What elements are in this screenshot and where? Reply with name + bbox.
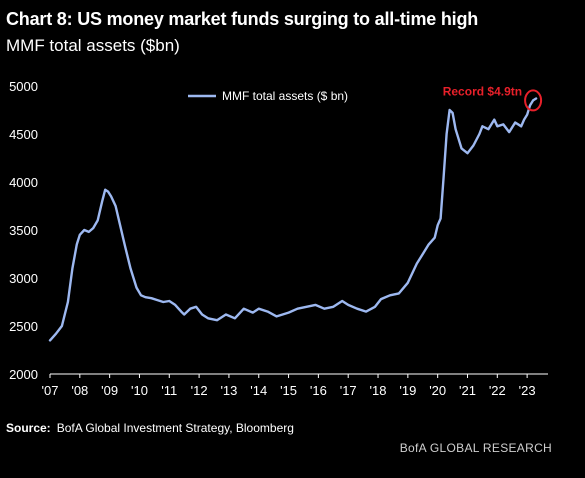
y-tick-label: 2000 [9, 367, 38, 382]
x-tick-label: '13 [220, 383, 237, 398]
x-tick-label: '08 [71, 383, 88, 398]
x-tick-label: '22 [489, 383, 506, 398]
y-tick-label: 3500 [9, 223, 38, 238]
x-tick-label: '21 [459, 383, 476, 398]
chart-legend: MMF total assets ($ bn) [188, 89, 348, 103]
record-highlight-circle [524, 89, 543, 112]
y-tick-label: 2500 [9, 319, 38, 334]
x-tick-label: '11 [161, 383, 177, 398]
x-tick-label: '14 [250, 383, 267, 398]
series-layer [48, 97, 538, 342]
x-tick-label: '18 [370, 383, 387, 398]
x-tick-label: '09 [101, 383, 118, 398]
y-tick-label: 3000 [9, 271, 38, 286]
chart-ticks: 2000 2500 3000 3500 4000 4500 5000 '07 '08 '09 '10… [9, 79, 536, 398]
annotation-layer: Record $4.9tn [443, 84, 543, 112]
x-tick-label: '23 [519, 383, 536, 398]
x-tick-label: '17 [340, 383, 357, 398]
chart-subtitle: MMF total assets ($bn) [6, 36, 180, 55]
x-tick-label: '10 [131, 383, 148, 398]
series-line-mmf-total-assets [48, 97, 538, 342]
source-note: Source: BofA Global Investment Strategy, … [6, 421, 294, 435]
brand-label: BofA GLOBAL RESEARCH [399, 441, 552, 455]
x-tick-label: '07 [42, 383, 59, 398]
x-tick-label: '12 [191, 383, 208, 398]
x-tick-label: '15 [280, 383, 297, 398]
source-label: Source: [6, 421, 51, 435]
x-tick-label: '19 [399, 383, 416, 398]
source-text: BofA Global Investment Strategy, Bloombe… [56, 421, 294, 435]
x-tick-label: '20 [429, 383, 446, 398]
chart-title: Chart 8: US money market funds surging t… [6, 9, 479, 29]
legend-label: MMF total assets ($ bn) [222, 89, 348, 103]
x-tick-label: '16 [310, 383, 327, 398]
y-tick-label: 4000 [9, 175, 38, 190]
y-tick-label: 4500 [9, 127, 38, 142]
record-annotation-label: Record $4.9tn [443, 84, 522, 98]
y-tick-label: 5000 [9, 79, 38, 94]
